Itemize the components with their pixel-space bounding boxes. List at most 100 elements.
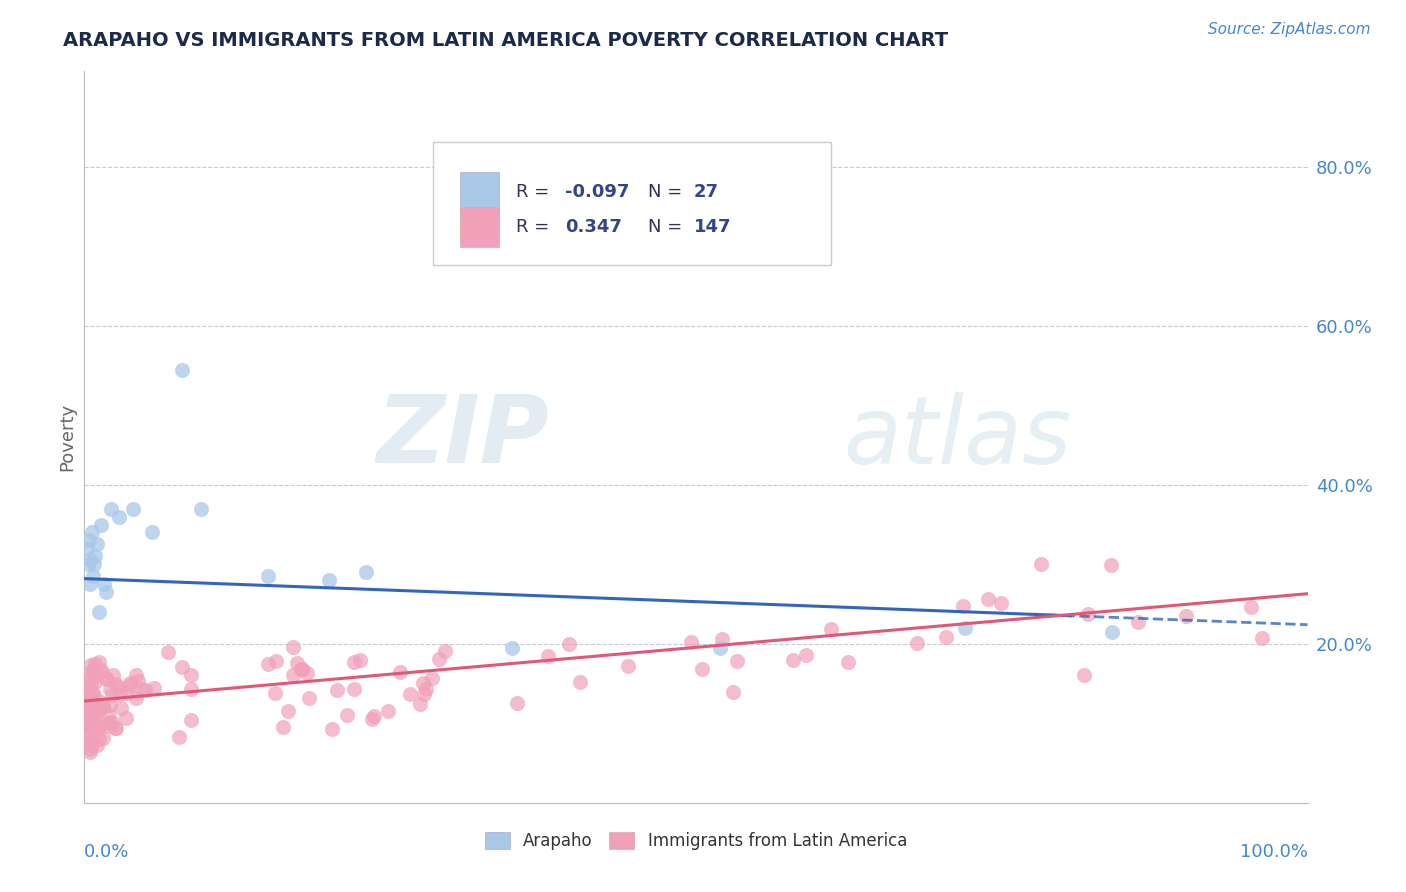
Point — [98, 698, 121, 712]
Point — [77, 714, 100, 729]
Point — [277, 704, 299, 718]
Point — [76, 666, 98, 681]
Point — [557, 637, 579, 651]
Point — [80, 699, 103, 714]
Point — [360, 712, 382, 726]
Point — [363, 708, 385, 723]
Point — [837, 655, 859, 669]
Point — [388, 665, 411, 679]
Point — [97, 707, 120, 722]
Point — [794, 648, 817, 662]
Point — [297, 665, 319, 680]
Point — [87, 704, 110, 718]
Point — [80, 525, 103, 540]
Legend: Arapaho, Immigrants from Latin America: Arapaho, Immigrants from Latin America — [478, 825, 914, 856]
Point — [84, 549, 107, 564]
Point — [84, 657, 107, 672]
Point — [84, 719, 107, 733]
Point — [83, 665, 105, 679]
Point — [76, 541, 98, 556]
Point — [952, 599, 974, 613]
Point — [98, 716, 121, 731]
Point — [96, 719, 118, 733]
Point — [1126, 615, 1149, 629]
Point — [82, 569, 104, 583]
Point — [506, 696, 529, 710]
Point — [257, 657, 280, 672]
Point — [96, 585, 118, 599]
Point — [84, 703, 107, 717]
Point — [83, 558, 105, 572]
Point — [820, 622, 842, 636]
Y-axis label: Poverty: Poverty — [58, 403, 76, 471]
Bar — [460, 207, 499, 247]
Point — [98, 681, 121, 696]
Point — [83, 717, 105, 731]
Point — [723, 685, 745, 699]
Point — [75, 702, 97, 716]
Point — [321, 722, 343, 736]
Point — [412, 676, 434, 690]
Point — [104, 721, 127, 735]
Point — [180, 714, 202, 728]
Point — [75, 702, 97, 716]
Point — [117, 686, 139, 700]
Text: -0.097: -0.097 — [565, 183, 630, 201]
Point — [83, 695, 105, 709]
Point — [141, 525, 163, 540]
Point — [87, 605, 110, 619]
Point — [290, 661, 312, 675]
Point — [100, 688, 122, 702]
Point — [782, 653, 804, 667]
Text: 0.347: 0.347 — [565, 218, 621, 235]
Point — [710, 632, 733, 646]
Text: 0.0%: 0.0% — [84, 843, 129, 861]
Point — [87, 699, 110, 714]
Text: 27: 27 — [693, 183, 718, 201]
Point — [264, 686, 287, 700]
Point — [408, 697, 430, 711]
Text: R =: R = — [516, 183, 555, 201]
Point — [502, 640, 524, 655]
Point — [1175, 609, 1198, 624]
Point — [1101, 624, 1123, 639]
Point — [107, 681, 129, 695]
Point — [125, 668, 148, 682]
Point — [91, 699, 114, 714]
Point — [87, 656, 110, 670]
Point — [257, 569, 280, 583]
Point — [91, 731, 114, 745]
Point — [281, 640, 304, 654]
Point — [318, 573, 340, 587]
Point — [83, 714, 105, 729]
Point — [343, 655, 366, 669]
Point — [93, 577, 115, 591]
Point — [298, 690, 321, 705]
Point — [90, 664, 112, 678]
Point — [79, 742, 101, 756]
Point — [190, 501, 212, 516]
Point — [122, 501, 145, 516]
Point — [990, 596, 1012, 610]
Point — [290, 663, 312, 677]
Text: ARAPAHO VS IMMIGRANTS FROM LATIN AMERICA POVERTY CORRELATION CHART: ARAPAHO VS IMMIGRANTS FROM LATIN AMERICA… — [63, 31, 949, 50]
Point — [114, 711, 136, 725]
Point — [399, 687, 422, 701]
Point — [617, 659, 640, 673]
Point — [336, 708, 359, 723]
Point — [935, 630, 957, 644]
Point — [1077, 607, 1099, 621]
Point — [75, 707, 97, 722]
Point — [86, 723, 108, 737]
Point — [433, 644, 456, 658]
Point — [75, 725, 97, 739]
Point — [709, 640, 731, 655]
Text: N =: N = — [648, 218, 689, 235]
Point — [172, 362, 194, 376]
Point — [79, 694, 101, 708]
Point — [108, 687, 131, 701]
Point — [120, 678, 142, 692]
Point — [76, 711, 98, 725]
Point — [76, 691, 98, 706]
Point — [110, 701, 132, 715]
